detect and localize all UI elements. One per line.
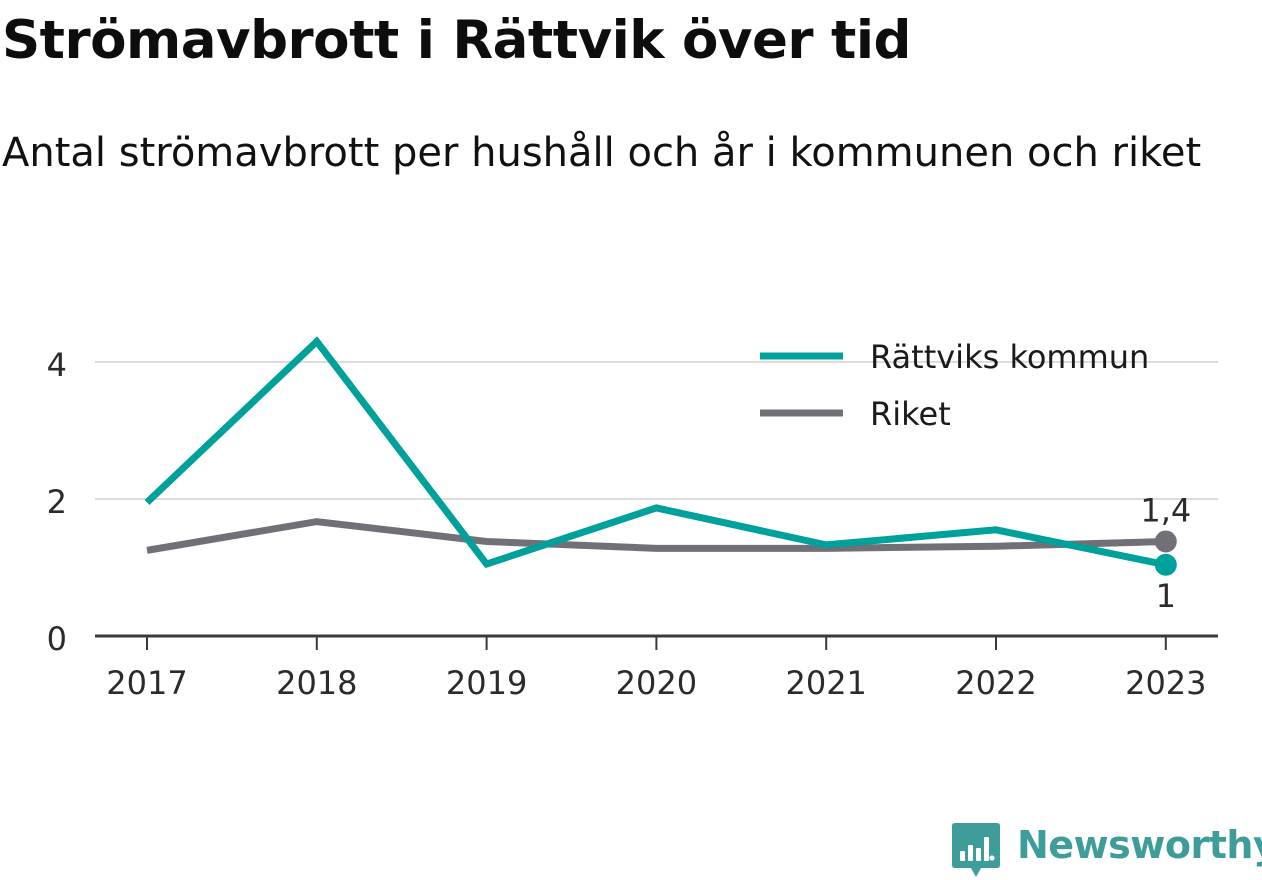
end-value-labels: 1,41 xyxy=(1140,491,1191,614)
legend-label: Riket xyxy=(870,395,951,433)
y-tick-label: 2 xyxy=(47,483,67,521)
x-tick-label: 2018 xyxy=(276,664,357,702)
end-value-label: 1,4 xyxy=(1140,491,1191,529)
chart-subtitle: Antal strömavbrott per hushåll och år i … xyxy=(2,130,1202,176)
x-tick-label: 2023 xyxy=(1125,664,1206,702)
newsworthy-logo: Newsworthy xyxy=(951,820,1262,880)
end-marker xyxy=(1154,530,1177,553)
y-tick-label: 4 xyxy=(47,346,67,384)
x-tick-label: 2020 xyxy=(616,664,697,702)
x-tick-label: 2017 xyxy=(106,664,187,702)
legend: Rättviks kommun Riket xyxy=(760,338,1149,433)
y-axis-tick-labels: 0 2 4 xyxy=(47,346,67,658)
series-line-rättviks-kommun xyxy=(144,336,1167,569)
legend-label: Rättviks kommun xyxy=(870,338,1149,376)
x-tick-label: 2019 xyxy=(446,664,527,702)
end-markers xyxy=(1154,530,1177,576)
x-axis-tick-labels: 2017 2018 2019 2020 2021 2022 2023 xyxy=(106,664,1206,702)
newsworthy-logo-icon xyxy=(952,823,1000,877)
x-tick-label: 2022 xyxy=(955,664,1036,702)
end-value-label: 1 xyxy=(1156,577,1176,615)
chart-title: Strömavbrott i Rättvik över tid xyxy=(2,10,911,71)
end-marker xyxy=(1154,553,1177,576)
y-tick-label: 0 xyxy=(47,620,67,658)
series-lines xyxy=(144,336,1167,569)
x-axis xyxy=(95,634,1218,650)
gridlines xyxy=(95,361,1218,500)
series-line-riket xyxy=(146,518,1166,554)
x-tick-label: 2021 xyxy=(785,664,866,702)
brand-name: Newsworthy xyxy=(1017,823,1262,867)
